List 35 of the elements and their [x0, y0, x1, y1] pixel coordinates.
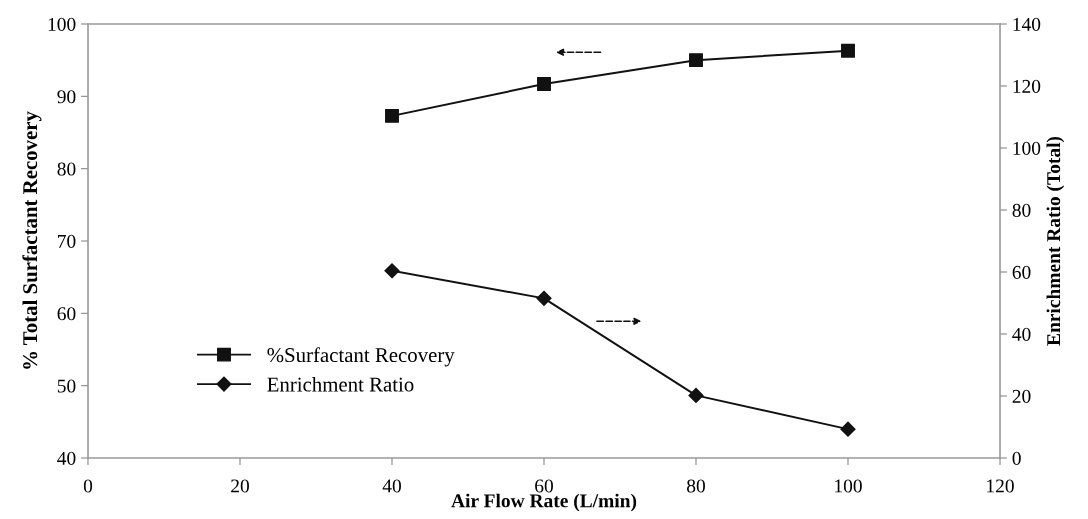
- x-tick-label: 120: [987, 479, 1014, 493]
- point: [537, 77, 551, 91]
- y2-tick-label: 120: [1013, 79, 1041, 93]
- y2-tick-label: 40: [1012, 327, 1031, 341]
- y-tick-label: 100: [48, 17, 76, 31]
- y2-tick-label: 140: [1013, 17, 1041, 31]
- y-tick-label: 90: [57, 90, 76, 104]
- x-axis-title: Air Flow Rate (L/min): [451, 493, 637, 512]
- point: [688, 387, 704, 403]
- y2-tick-label: 60: [1012, 265, 1031, 279]
- point: [841, 43, 855, 58]
- point: [689, 53, 703, 68]
- x-tick-label: 0: [83, 479, 93, 493]
- point: [384, 263, 400, 279]
- y2-axis-title: Enrichment Ratio (Total): [1046, 136, 1065, 346]
- y-axis-title: % Total Surfactant Recovery: [22, 111, 42, 369]
- y-tick-label: 50: [57, 379, 76, 393]
- x-tick-label: 40: [382, 479, 401, 493]
- x-tick-label: 100: [835, 479, 862, 493]
- y-tick-label: 70: [58, 234, 76, 248]
- x-tick-label: 60: [535, 479, 553, 493]
- legend-label: %Surfactant Recovery: [267, 347, 455, 367]
- y-tick-label: 80: [57, 162, 76, 176]
- x-tick-label: 80: [687, 479, 705, 493]
- point: [536, 290, 552, 306]
- y-tick-label: 40: [57, 451, 76, 465]
- y2-tick-label: 0: [1012, 451, 1021, 465]
- x-tick-label: 20: [231, 479, 249, 493]
- legend-label: Enrichment Ratio: [267, 376, 414, 392]
- y2-tick-label: 80: [1012, 203, 1031, 217]
- y2-tick-label: 100: [1013, 141, 1041, 155]
- point: [385, 108, 399, 123]
- point: [840, 421, 856, 437]
- y-tick-label: 60: [57, 307, 76, 321]
- y2-tick-label: 20: [1012, 389, 1031, 403]
